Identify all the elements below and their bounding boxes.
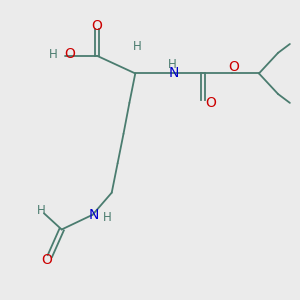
Text: H: H — [132, 40, 141, 53]
Text: H: H — [168, 58, 176, 71]
Text: H: H — [49, 48, 58, 61]
Text: O: O — [64, 47, 76, 61]
Text: O: O — [205, 96, 216, 110]
Text: N: N — [168, 66, 179, 80]
Text: H: H — [37, 204, 46, 217]
Text: O: O — [229, 60, 239, 74]
Text: O: O — [92, 19, 102, 33]
Text: H: H — [103, 211, 112, 224]
Text: N: N — [89, 208, 99, 222]
Text: O: O — [41, 254, 52, 267]
